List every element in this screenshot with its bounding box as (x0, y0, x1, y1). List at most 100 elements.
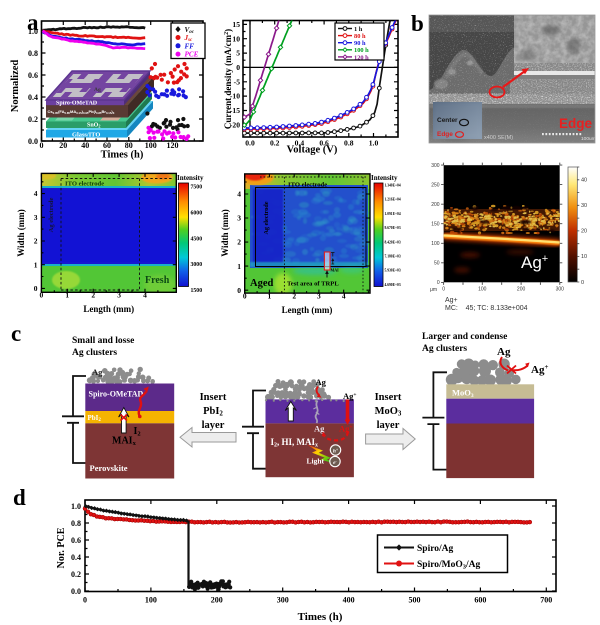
svg-text:ITO electrode: ITO electrode (288, 182, 327, 189)
svg-text:60: 60 (103, 141, 111, 150)
svg-text:0.8: 0.8 (71, 519, 81, 528)
svg-text:Ag electrode: Ag electrode (48, 198, 55, 233)
svg-text:Insert: Insert (200, 392, 227, 403)
svg-text:5.930E+03: 5.930E+03 (385, 269, 401, 273)
svg-text:Width (mm): Width (mm) (220, 209, 230, 257)
svg-text:Normalized: Normalized (10, 60, 21, 113)
svg-text:Ag clusters: Ag clusters (422, 344, 467, 354)
svg-text:Larger and condense: Larger and condense (422, 332, 507, 342)
svg-text:Ag: Ag (497, 346, 511, 358)
svg-text:SnO2: SnO2 (87, 123, 100, 129)
svg-text:200: 200 (431, 202, 440, 208)
svg-text:4: 4 (143, 291, 147, 300)
svg-text:1 h: 1 h (354, 26, 363, 33)
svg-text:PbI2: PbI2 (88, 414, 102, 423)
svg-text:100: 100 (145, 141, 157, 150)
svg-text:0: 0 (437, 280, 440, 286)
svg-text:Intensity: Intensity (177, 174, 204, 182)
svg-text:90 h: 90 h (354, 40, 366, 47)
svg-text:200: 200 (517, 287, 526, 293)
svg-text:layer: layer (202, 420, 225, 431)
svg-text:0.6: 0.6 (28, 71, 38, 80)
svg-text:7500: 7500 (191, 185, 203, 191)
svg-text:80: 80 (125, 141, 133, 150)
svg-text:0.2: 0.2 (270, 139, 280, 148)
svg-text:-20: -20 (230, 120, 240, 129)
svg-text:0: 0 (243, 292, 247, 301)
svg-text:Test area of TRPL: Test area of TRPL (287, 281, 339, 288)
svg-text:3: 3 (317, 292, 321, 301)
svg-text:d: d (13, 485, 26, 510)
svg-text:0.0: 0.0 (28, 137, 38, 146)
svg-text:1500: 1500 (191, 288, 203, 294)
svg-text:Width (mm): Width (mm) (16, 209, 26, 257)
svg-text:Insert: Insert (375, 392, 402, 403)
svg-text:Ag+: Ag+ (521, 253, 548, 272)
svg-text:PCE: PCE (185, 51, 199, 59)
svg-text:4: 4 (34, 189, 38, 198)
svg-text:40: 40 (81, 141, 89, 150)
svg-text:Ag+: Ag+ (339, 424, 353, 434)
svg-text:100: 100 (145, 596, 157, 605)
svg-text:layer: layer (377, 420, 400, 431)
svg-text:h+: h+ (333, 447, 339, 455)
svg-text:1.0: 1.0 (71, 502, 81, 511)
svg-text:Current density (mA/cm2): Current density (mA/cm2) (223, 29, 233, 129)
svg-text:Length (mm): Length (mm) (83, 304, 134, 314)
svg-text:μm: μm (430, 287, 437, 293)
svg-text:Ag+: Ag+ (531, 363, 548, 376)
svg-text:0.4: 0.4 (28, 93, 38, 102)
svg-text:Spiro/Ag: Spiro/Ag (417, 544, 454, 554)
svg-text:Spiro/MoO3/Ag: Spiro/MoO3/Ag (417, 560, 481, 571)
svg-text:Ag clusters: Ag clusters (72, 348, 117, 358)
svg-text:1.091E+04: 1.091E+04 (385, 212, 401, 216)
svg-text:2: 2 (34, 237, 38, 246)
svg-text:Intensity: Intensity (371, 174, 398, 182)
svg-text:4.690E+03: 4.690E+03 (385, 283, 401, 287)
svg-text:Aged: Aged (250, 278, 273, 289)
svg-text:Ag electrode: Ag electrode (263, 201, 270, 234)
svg-text:Center: Center (437, 117, 458, 124)
svg-text:0.2: 0.2 (71, 570, 81, 579)
svg-text:Ag: Ag (94, 87, 101, 93)
svg-text:MC: 45; TC: 8.133e+004: MC: 45; TC: 8.133e+004 (445, 305, 528, 312)
svg-text:0: 0 (83, 596, 87, 605)
svg-text:500: 500 (409, 596, 421, 605)
svg-text:30: 30 (581, 203, 587, 209)
svg-text:80 h: 80 h (354, 33, 366, 40)
svg-text:Nor. PCE: Nor. PCE (56, 527, 67, 568)
svg-text:2: 2 (292, 292, 296, 301)
svg-text:3000: 3000 (191, 262, 203, 268)
svg-text:e-: e- (333, 459, 337, 467)
svg-text:1.0: 1.0 (28, 27, 38, 36)
svg-text:250: 250 (431, 182, 440, 188)
svg-text:0.2: 0.2 (28, 115, 38, 124)
svg-text:Small and losse: Small and losse (72, 336, 134, 346)
svg-text:0: 0 (581, 280, 584, 286)
svg-text:0.0: 0.0 (245, 139, 255, 148)
svg-text:3: 3 (117, 291, 121, 300)
svg-text:Ag: Ag (92, 367, 103, 377)
svg-text:Voltage (V): Voltage (V) (287, 145, 338, 156)
svg-text:x400 SE(M): x400 SE(M) (484, 135, 513, 141)
svg-text:0: 0 (442, 287, 445, 293)
svg-text:MAI: MAI (331, 268, 340, 273)
svg-text:Edge: Edge (559, 116, 592, 131)
svg-text:1.340E+04: 1.340E+04 (385, 184, 401, 188)
svg-text:Ag+: Ag+ (343, 391, 357, 401)
svg-text:Length (mm): Length (mm) (282, 305, 333, 315)
svg-text:1.0: 1.0 (369, 139, 379, 148)
svg-text:MAIx: MAIx (112, 436, 137, 448)
svg-text:100 h: 100 h (354, 47, 369, 54)
svg-text:Jsc: Jsc (184, 34, 194, 43)
svg-text:-10: -10 (230, 92, 240, 101)
svg-text:ITO electrode: ITO electrode (65, 181, 104, 188)
svg-text:Fresh: Fresh (145, 275, 170, 286)
svg-text:b: b (411, 11, 424, 36)
svg-text:0.8: 0.8 (28, 49, 38, 58)
svg-text:Spiro-OMeTAD: Spiro-OMeTAD (89, 390, 144, 399)
svg-text:Times (h): Times (h) (101, 150, 144, 161)
svg-text:Perovskite: Perovskite (90, 463, 128, 473)
svg-text:700: 700 (540, 596, 552, 605)
svg-text:20: 20 (581, 229, 587, 235)
